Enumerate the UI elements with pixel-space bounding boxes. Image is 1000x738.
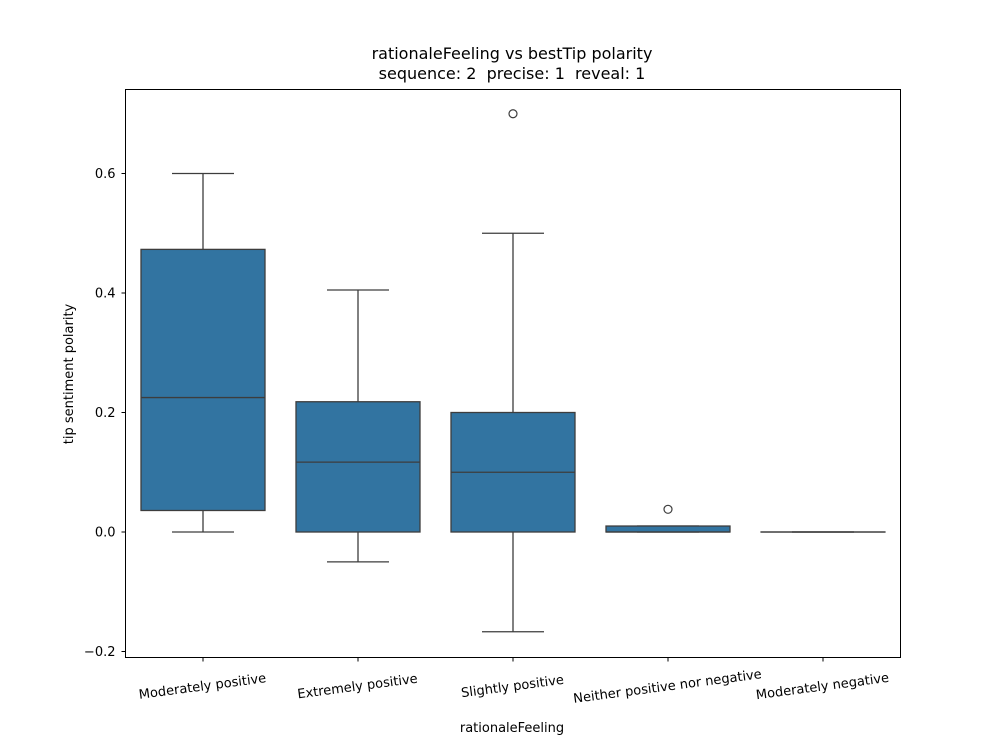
box <box>295 401 421 533</box>
x-tick-label: Extremely positive <box>297 672 419 703</box>
chart-subtitle: sequence: 2 precise: 1 reveal: 1 <box>379 64 646 83</box>
chart-title: rationaleFeeling vs bestTip polarity <box>372 44 653 63</box>
x-tick-label: Moderately negative <box>755 671 890 703</box>
y-tick-label: 0.4 <box>95 287 116 302</box>
box <box>140 248 266 512</box>
x-tick-label: Moderately positive <box>138 671 267 703</box>
box <box>605 525 731 533</box>
box-group <box>140 172 266 533</box>
box-group <box>295 289 421 563</box>
y-axis-label: tip sentiment polarity <box>62 303 77 444</box>
plot-area <box>140 109 886 633</box>
y-axis: −0.2 0.0 0.2 0.4 0.6 <box>84 167 126 660</box>
box-group <box>450 109 576 633</box>
y-tick-label: 0.0 <box>95 526 116 541</box>
x-axis-label: rationaleFeeling <box>460 721 564 736</box>
outlier-point <box>663 504 673 514</box>
y-tick-label: −0.2 <box>84 645 116 660</box>
x-tick-label: Neither positive nor negative <box>572 667 762 707</box>
box-group <box>605 504 731 533</box>
x-axis: Moderately positive Extremely positive Sli… <box>138 657 890 707</box>
x-tick-label: Slightly positive <box>460 673 565 701</box>
outlier-point <box>508 109 518 119</box>
y-tick-label: 0.2 <box>95 406 116 421</box>
y-tick-label: 0.6 <box>95 167 116 182</box>
